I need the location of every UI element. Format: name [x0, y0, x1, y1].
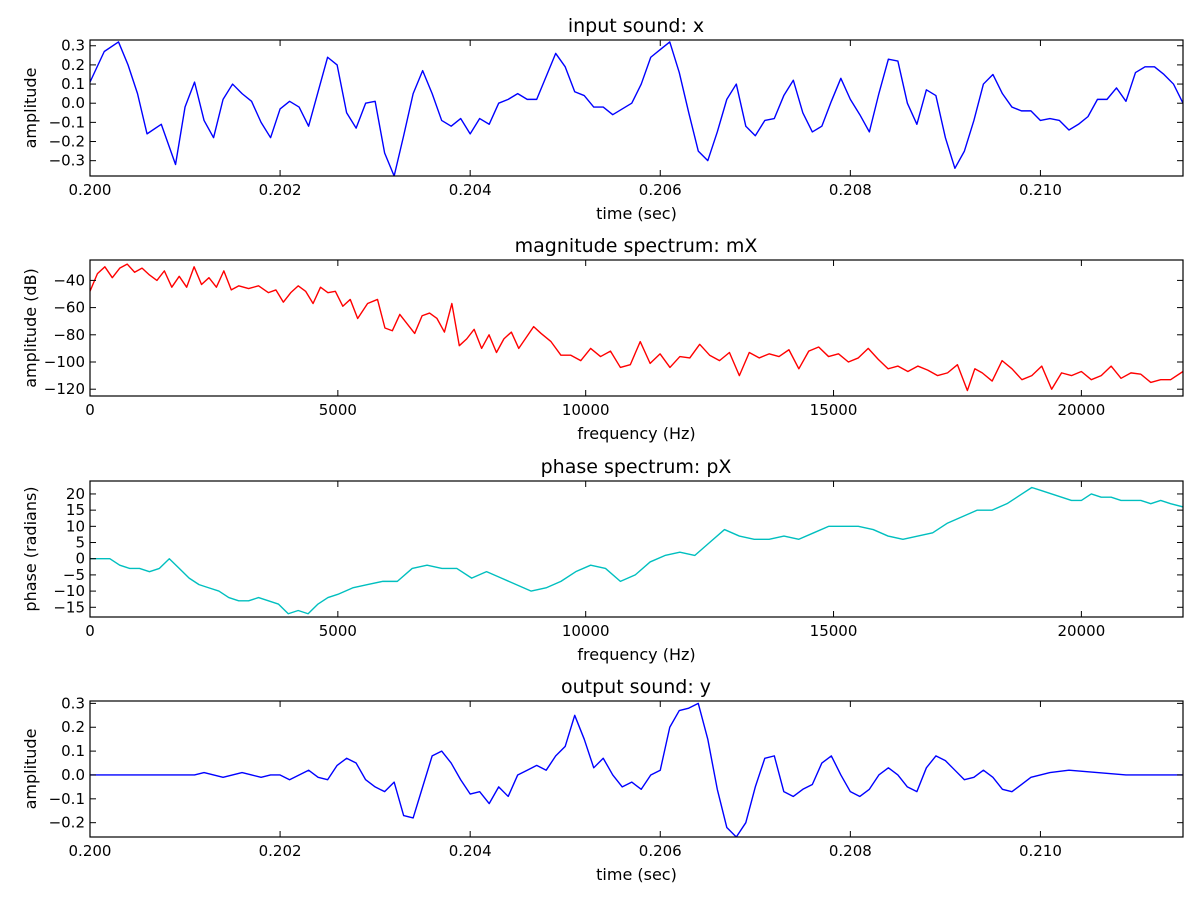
- y-tick-label: 0.0: [61, 766, 85, 784]
- x-tick-label: 10000: [562, 401, 610, 419]
- x-tick-label: 0.200: [69, 181, 112, 199]
- chart-title: phase spectrum: pX: [541, 456, 732, 478]
- x-tick-label: 20000: [1058, 622, 1106, 640]
- chart-title: input sound: x: [568, 15, 704, 37]
- y-tick-label: −0.1: [49, 113, 85, 131]
- y-tick-label: −100: [44, 353, 85, 371]
- x-tick-label: 10000: [562, 622, 610, 640]
- x-axis-label: time (sec): [596, 865, 677, 884]
- x-tick-label: 0: [85, 401, 95, 419]
- y-tick-label: −120: [44, 380, 85, 398]
- series-line-1: [90, 486, 1183, 615]
- y-axis-label: amplitude (dB): [21, 268, 40, 388]
- y-tick-label: −0.2: [49, 133, 85, 151]
- y-tick-label: −0.2: [49, 814, 85, 832]
- x-tick-label: 0.208: [829, 181, 872, 199]
- y-tick-label: 5: [75, 534, 85, 552]
- y-tick-label: 10: [66, 517, 85, 535]
- y-tick-label: −80: [53, 326, 85, 344]
- x-tick-label: 0.202: [259, 842, 302, 860]
- subplot-2: 0 5000 10000 15000 20000 −40 −60 −80 −100 −120 mag…: [21, 235, 1184, 443]
- y-tick-label: −0.3: [49, 152, 85, 170]
- series-line-1: [90, 41, 1183, 176]
- x-tick-label: 0: [85, 622, 95, 640]
- series-line-1: [90, 702, 1183, 837]
- x-axis-label: frequency (Hz): [577, 424, 695, 443]
- x-tick-label: 0.210: [1019, 842, 1062, 860]
- plot-frame: [89, 259, 1184, 397]
- y-tick-label: −5: [63, 566, 85, 584]
- subplot-3: 0 5000 10000 15000 2000020151050−5−10−15phas…: [21, 456, 1184, 664]
- y-tick-label: 20: [66, 485, 85, 503]
- x-tick-label: 20000: [1058, 401, 1106, 419]
- y-tick-label: 0.2: [61, 56, 85, 74]
- chart-title: magnitude spectrum: mX: [515, 235, 758, 257]
- plot-frame: [89, 39, 1184, 177]
- subplot-1: 0.200 0.202 0.204 0.206 0.208 0.210 0.30.20.10…: [21, 15, 1184, 223]
- x-tick-label: 0.204: [449, 842, 492, 860]
- y-tick-label: 0.2: [61, 718, 85, 736]
- y-tick-label: −0.1: [49, 790, 85, 808]
- y-tick-label: 0.3: [61, 694, 85, 712]
- y-axis-label: amplitude: [21, 68, 40, 149]
- x-tick-label: 5000: [319, 622, 357, 640]
- y-tick-label: −10: [53, 582, 85, 600]
- x-tick-label: 0.202: [259, 181, 302, 199]
- y-axis-label: amplitude: [21, 729, 40, 810]
- x-tick-label: 0.204: [449, 181, 492, 199]
- y-tick-label: −60: [53, 299, 85, 317]
- x-tick-label: 15000: [810, 401, 858, 419]
- x-tick-label: 0.200: [69, 842, 112, 860]
- y-tick-label: 0.1: [61, 742, 85, 760]
- x-tick-label: 0.208: [829, 842, 872, 860]
- x-tick-label: 0.206: [639, 181, 682, 199]
- subplot-4: 0.200 0.202 0.204 0.206 0.208 0.210 0.3 0.2 0.1 0…: [21, 676, 1184, 884]
- plot-frame: [89, 700, 1184, 838]
- chart-title: output sound: y: [561, 676, 711, 698]
- x-tick-label: 0.206: [639, 842, 682, 860]
- y-tick-label: 0.0: [61, 94, 85, 112]
- x-tick-label: 15000: [810, 622, 858, 640]
- y-tick-label: 15: [66, 501, 85, 519]
- y-tick-label: 0: [75, 550, 85, 568]
- y-tick-label: −40: [53, 271, 85, 289]
- x-axis-label: time (sec): [596, 204, 677, 223]
- x-tick-label: 5000: [319, 401, 357, 419]
- y-axis-label: phase (radians): [21, 486, 40, 611]
- x-tick-label: 0.210: [1019, 181, 1062, 199]
- y-tick-label: −15: [53, 598, 85, 616]
- series-line-1: [90, 263, 1183, 392]
- x-axis-label: frequency (Hz): [577, 645, 695, 664]
- plot-frame: [89, 480, 1184, 618]
- y-tick-label: 0.1: [61, 75, 85, 93]
- y-tick-label: 0.3: [61, 37, 85, 55]
